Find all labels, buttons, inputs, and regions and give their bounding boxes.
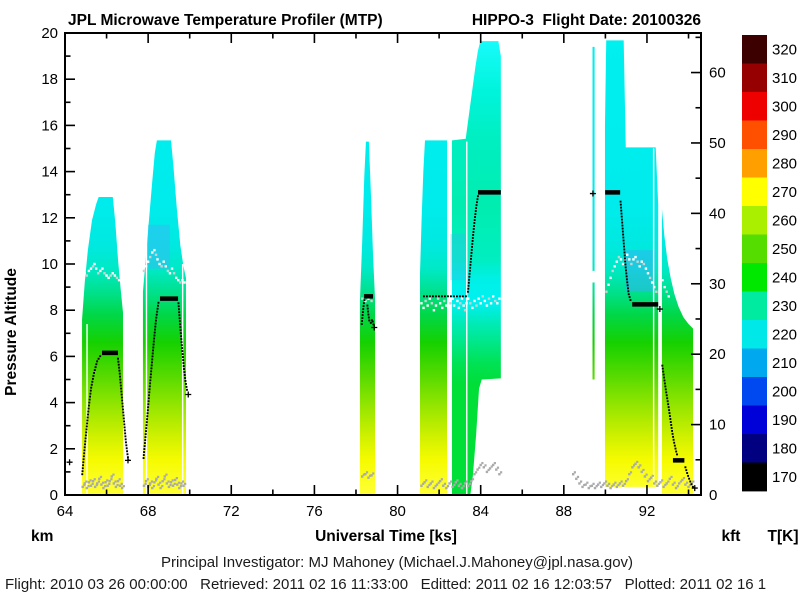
x-tick-label: 68 — [140, 503, 157, 520]
plot-axes — [64, 32, 702, 496]
colorbar-block-270 — [742, 177, 767, 207]
y-tick-label-km: 8 — [50, 302, 58, 319]
colorbar-tick-label: 190 — [772, 412, 797, 429]
x-tick-label: 72 — [223, 503, 240, 520]
flight-track — [66, 190, 698, 492]
colorbar-block-230 — [742, 291, 767, 321]
y-tick-label-kft: 40 — [709, 205, 726, 222]
curtain-sliver-lower — [592, 282, 595, 380]
curtain-mid-leg-a — [419, 140, 448, 496]
y-axis-unit-right-label: kft — [722, 528, 741, 545]
curtain-sliver-upper — [592, 46, 595, 271]
y-tick-label-kft: 60 — [709, 65, 726, 82]
y-tick-label-kft: 10 — [709, 417, 726, 434]
colorbar-block-280 — [742, 149, 767, 178]
x-tick-label: 64 — [57, 503, 74, 520]
colorbar-block-290 — [742, 120, 767, 150]
y-tick-label-kft: 30 — [709, 276, 726, 293]
temperature-curtains — [82, 40, 694, 496]
curtain-takeoff-leg — [82, 197, 123, 495]
plot-title-right: HIPPO-3 Flight Date: 20100326 — [472, 12, 702, 29]
y-tick-label-kft: 20 — [709, 346, 726, 363]
colorbar-tick-label: 240 — [772, 270, 797, 287]
y-tick-label-km: 16 — [41, 117, 58, 134]
colorbar-block-170 — [742, 462, 767, 492]
surface-trace — [81, 460, 695, 490]
y-axis-unit-left-label: km — [31, 528, 53, 545]
y-tick-label-km: 4 — [50, 395, 58, 412]
colorbar-block-250 — [742, 234, 767, 264]
x-tick-label: 80 — [389, 503, 406, 520]
y-tick-label-km: 0 — [50, 487, 58, 504]
y-tick-label-km: 10 — [41, 256, 58, 273]
colorbar-block-320 — [742, 35, 767, 64]
y-tick-label-kft: 50 — [709, 135, 726, 152]
colorbar-block-240 — [742, 263, 767, 292]
colorbar-tick-label: 210 — [772, 355, 797, 372]
footer-principal-investigator: Principal Investigator: MJ Mahoney (Mich… — [161, 554, 633, 571]
colorbar-block-190 — [742, 405, 767, 435]
colorbar-block-260 — [742, 206, 767, 235]
y-axis-label: Pressure Altitude — [3, 268, 20, 396]
colorbar-tick-label: 230 — [772, 298, 797, 315]
footer-flight-info: Flight: 2010 03 26 00:00:00 Retrieved: 2… — [5, 576, 766, 593]
plot-title-left: JPL Microwave Temperature Profiler (MTP) — [68, 12, 383, 29]
curtain-short-leg — [359, 141, 376, 495]
colorbar-tick-label: 180 — [772, 441, 797, 458]
colorbar-tick-label: 280 — [772, 156, 797, 173]
colorbar-tick-label: 220 — [772, 327, 797, 344]
colorbar-block-310 — [742, 63, 767, 93]
colorbar-tick-label: 260 — [772, 213, 797, 230]
colorbar-title: T[K] — [768, 528, 799, 545]
y-tick-label-km: 6 — [50, 348, 58, 365]
colorbar-tick-label: 290 — [772, 127, 797, 144]
x-tick-label: 84 — [472, 503, 489, 520]
colorbar-block-210 — [742, 348, 767, 378]
colorbar-tick-label: 170 — [772, 469, 797, 486]
x-tick-label: 76 — [306, 503, 323, 520]
colorbar-tick-label: 300 — [772, 99, 797, 116]
data-gap-lines — [86, 141, 655, 495]
colorbar-tick-label: 200 — [772, 384, 797, 401]
tropopause-trace — [81, 248, 670, 312]
colorbar-tick-label: 270 — [772, 184, 797, 201]
y-tick-label-km: 18 — [41, 71, 58, 88]
colorbar-tick-label: 310 — [772, 70, 797, 87]
x-tick-label: 92 — [639, 503, 656, 520]
colorbar-block-200 — [742, 377, 767, 406]
colorbar-block-180 — [742, 434, 767, 463]
curtain-final-descent — [661, 208, 694, 495]
colorbar-block-300 — [742, 92, 767, 121]
colorbar-tick-label: 320 — [772, 42, 797, 59]
curtain-mid-leg-b-high — [452, 41, 501, 496]
x-tick-label: 88 — [555, 503, 572, 520]
y-tick-label-kft: 0 — [709, 487, 717, 504]
x-axis-label: Universal Time [ks] — [315, 528, 457, 545]
colorbar-tick-label: 250 — [772, 241, 797, 258]
y-tick-label-km: 12 — [41, 210, 58, 227]
y-tick-label-km: 20 — [41, 25, 58, 42]
colorbar — [742, 35, 767, 492]
y-tick-label-km: 2 — [50, 441, 58, 458]
cold-air-patches — [148, 224, 655, 292]
tick-labels: 64 68 72 76 80 84 88 92024681012141618200102030… — [41, 25, 797, 520]
plot-dynamic-layers: 64 68 72 76 80 84 88 92024681012141618200102030… — [41, 25, 797, 520]
colorbar-block-220 — [742, 320, 767, 349]
y-tick-label-km: 14 — [41, 164, 58, 181]
